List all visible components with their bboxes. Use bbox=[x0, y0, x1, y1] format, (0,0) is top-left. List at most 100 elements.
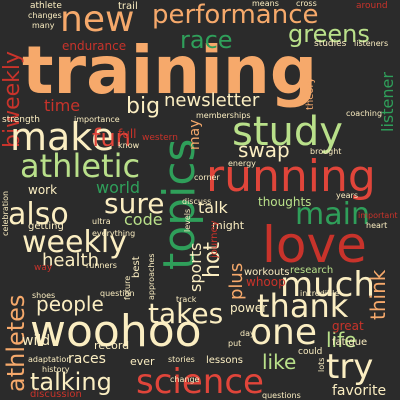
word-celebration: celebration bbox=[1, 190, 10, 236]
word-power: power bbox=[230, 301, 268, 315]
word-around: around bbox=[356, 1, 388, 11]
word-research: research bbox=[290, 265, 334, 276]
word-lessons: lessons bbox=[206, 355, 244, 366]
word-shoes: shoes bbox=[32, 291, 56, 300]
word-people: people bbox=[36, 292, 104, 316]
word-much: much bbox=[280, 265, 375, 305]
word-code: code bbox=[124, 210, 163, 229]
word-science: science bbox=[136, 362, 264, 400]
word-history: history bbox=[42, 365, 70, 374]
word-world: world bbox=[96, 178, 141, 197]
word-future: future bbox=[123, 275, 132, 300]
word-workouts: workouts bbox=[244, 267, 290, 278]
word-fun: fun bbox=[92, 124, 131, 152]
word-studies: studies bbox=[314, 39, 347, 49]
word-talk: talk bbox=[198, 198, 228, 217]
word-years: years bbox=[336, 191, 359, 200]
word-trail: trail bbox=[118, 1, 138, 12]
word-study: study bbox=[232, 109, 343, 155]
word-way: way bbox=[34, 263, 53, 273]
word-questions: questions bbox=[262, 391, 301, 400]
word-know: know bbox=[118, 141, 140, 150]
word-listener: listener bbox=[378, 72, 397, 132]
word-ever: ever bbox=[130, 355, 155, 368]
word-weekly: weekly bbox=[22, 225, 127, 260]
word-health: health bbox=[42, 250, 99, 271]
word-athlete: athlete bbox=[30, 1, 62, 11]
word-question: question bbox=[100, 289, 135, 298]
word-approaches: approaches bbox=[147, 253, 156, 300]
word-new: new bbox=[60, 0, 135, 40]
word-corner: corner bbox=[194, 173, 220, 182]
word-swap: swap bbox=[238, 138, 290, 162]
word-time: time bbox=[44, 96, 81, 115]
word-cross: cross bbox=[296, 0, 317, 8]
word-thoughts: thoughts bbox=[258, 195, 312, 209]
word-strength: strength bbox=[2, 115, 40, 125]
word-day: day bbox=[240, 329, 255, 338]
word-stories: stories bbox=[168, 355, 195, 364]
word-record: record bbox=[94, 339, 130, 352]
word-could: could bbox=[298, 347, 323, 357]
word-change: change bbox=[170, 375, 200, 384]
word-favorite: favorite bbox=[332, 383, 387, 399]
word-changes: changes bbox=[28, 11, 62, 20]
word-theory: theory bbox=[305, 77, 316, 110]
word-sports: sports bbox=[186, 242, 205, 292]
word-like: like bbox=[262, 350, 297, 374]
word-big: big bbox=[126, 94, 161, 119]
word-work: work bbox=[28, 183, 58, 197]
word-track: track bbox=[176, 295, 197, 304]
word-full: full bbox=[118, 127, 137, 141]
word-discuss: discuss bbox=[182, 197, 212, 206]
word-love: love bbox=[262, 216, 367, 274]
word-endurance: endurance bbox=[62, 39, 127, 53]
word-newsletter: newsletter bbox=[164, 90, 260, 111]
word-races: races bbox=[68, 351, 106, 367]
word-performance: performance bbox=[152, 0, 319, 30]
word-woohoo: woohoo bbox=[30, 306, 202, 357]
word-wild: wild bbox=[22, 333, 51, 349]
word-thank: thank bbox=[257, 287, 349, 325]
word-journey: journey bbox=[209, 220, 220, 258]
word-one: one bbox=[250, 312, 317, 353]
word-takes: takes bbox=[148, 297, 224, 330]
word-means: means bbox=[252, 0, 279, 8]
word-levels: levels bbox=[183, 208, 192, 232]
word-training: training bbox=[22, 32, 318, 109]
word-lots: lots bbox=[317, 357, 326, 372]
word-many: many bbox=[32, 21, 55, 30]
word-great: great bbox=[332, 319, 364, 333]
word-important: important bbox=[358, 211, 398, 220]
word-heart: heart bbox=[366, 221, 388, 230]
word-race: race bbox=[180, 26, 233, 54]
word-runners: runners bbox=[86, 261, 117, 270]
word-ultra: ultra bbox=[92, 217, 111, 226]
word-coaching: coaching bbox=[346, 109, 383, 118]
word-importance: importance bbox=[74, 115, 120, 124]
word-put: put bbox=[228, 339, 242, 348]
word-everything: everything bbox=[92, 229, 136, 238]
word-brought: brought bbox=[310, 147, 342, 156]
word-athletic: athletic bbox=[20, 147, 141, 185]
word-best: best bbox=[131, 256, 142, 278]
word-incredible: incredible bbox=[300, 289, 340, 298]
word-think: think bbox=[366, 269, 390, 320]
word-main: main bbox=[295, 197, 370, 232]
word-talking: talking bbox=[30, 368, 112, 396]
word-try: try bbox=[326, 347, 374, 387]
word-fatigue: fatigue bbox=[332, 337, 368, 348]
word-western: western bbox=[142, 133, 178, 143]
word-listeners: listeners bbox=[354, 39, 389, 48]
word-adaptation: adaptation bbox=[28, 355, 72, 364]
word-also: also bbox=[8, 197, 69, 232]
word-energy: energy bbox=[228, 159, 256, 168]
word-may: may bbox=[187, 119, 203, 150]
word-life: life bbox=[326, 328, 357, 352]
word-whoop: whoop bbox=[246, 275, 286, 289]
word-sure: sure bbox=[104, 187, 165, 220]
word-make: make bbox=[10, 115, 115, 159]
word-discussion: discussion bbox=[30, 389, 82, 400]
word-greens: greens bbox=[288, 20, 370, 48]
